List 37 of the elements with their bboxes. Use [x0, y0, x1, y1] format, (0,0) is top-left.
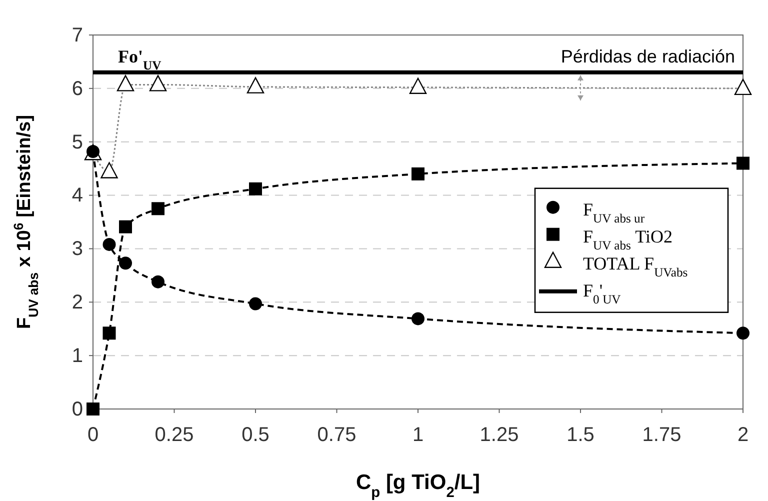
- x-tick-label: 1: [412, 424, 424, 446]
- point: [102, 238, 116, 251]
- x-tick-label: 0.75: [317, 424, 356, 446]
- x-tick-label: 1.75: [642, 424, 682, 446]
- y-tick-label: 0: [72, 398, 83, 420]
- x-tick-label: 1.25: [480, 424, 519, 446]
- y-tick-label: 7: [72, 24, 83, 46]
- x-axis-title: C$_{p}$ [g TiO$_{2}$/L]: [356, 471, 480, 501]
- point: [412, 312, 424, 326]
- x-tick-label: 0: [87, 424, 99, 446]
- point: [102, 326, 116, 340]
- point: [119, 256, 132, 270]
- point: [249, 182, 262, 196]
- y-tick-label: 6: [72, 78, 83, 100]
- point: [119, 220, 132, 234]
- point: [736, 326, 750, 340]
- legend-label: F$_{0}$'$_{UV}$: [583, 280, 621, 306]
- point: [152, 202, 164, 216]
- x-tick-label: 0.25: [154, 424, 194, 446]
- point: [249, 297, 262, 310]
- point: [412, 167, 424, 180]
- legend-label: TOTAL F$_{UVabs}$: [583, 253, 688, 280]
- x-tick-label: 2: [737, 424, 749, 446]
- y-tick-label: 4: [72, 184, 83, 207]
- annotation: Fo'$_{UV}$: [118, 46, 162, 72]
- legend-label: F$_{UV abs ur}$: [583, 199, 646, 226]
- y-tick-label: 3: [72, 238, 83, 260]
- point: [86, 402, 100, 416]
- x-tick-label: 1.5: [566, 424, 594, 446]
- point: [152, 275, 164, 288]
- y-tick-label: 1: [72, 344, 83, 367]
- x-tick-label: 0.5: [242, 424, 270, 446]
- y-tick-label: 2: [72, 292, 83, 314]
- y-tick-label: 5: [72, 131, 83, 154]
- point: [736, 156, 750, 170]
- annotation: Pérdidas de radiación: [560, 46, 735, 66]
- legend-label: F$_{UV abs}$ TiO2: [583, 226, 672, 252]
